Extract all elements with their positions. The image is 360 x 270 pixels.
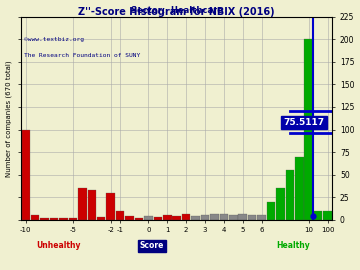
Text: Score: Score (140, 241, 164, 250)
Bar (229, 215, 238, 220)
Bar (31, 215, 40, 220)
Bar (59, 218, 68, 220)
Bar (295, 157, 303, 220)
Bar (323, 211, 332, 220)
Bar (40, 218, 49, 220)
Bar (276, 188, 285, 220)
Bar (267, 202, 275, 220)
Bar (116, 211, 124, 220)
Text: Healthy: Healthy (276, 241, 310, 250)
Bar (144, 216, 153, 220)
Bar (285, 170, 294, 220)
Text: The Research Foundation of SUNY: The Research Foundation of SUNY (24, 53, 140, 58)
Bar (172, 216, 181, 220)
Y-axis label: Number of companies (670 total): Number of companies (670 total) (5, 60, 12, 177)
Bar (191, 216, 200, 220)
Text: ©www.textbiz.org: ©www.textbiz.org (24, 37, 84, 42)
Bar (135, 218, 143, 220)
Text: 75.5117: 75.5117 (283, 118, 325, 127)
Bar (107, 193, 115, 220)
Bar (210, 214, 219, 220)
Bar (87, 190, 96, 220)
Bar (305, 39, 313, 220)
Bar (69, 218, 77, 220)
Bar (22, 130, 30, 220)
Bar (50, 218, 58, 220)
Bar (125, 216, 134, 220)
Bar (220, 214, 228, 220)
Title: Z''-Score Histogram for NBIX (2016): Z''-Score Histogram for NBIX (2016) (78, 7, 275, 17)
Bar (78, 188, 87, 220)
Bar (314, 211, 323, 220)
Bar (163, 215, 171, 220)
Bar (154, 217, 162, 220)
Text: Unhealthy: Unhealthy (37, 241, 81, 250)
Bar (182, 214, 190, 220)
Text: Sector:  Healthcare: Sector: Healthcare (131, 6, 223, 15)
Bar (248, 215, 256, 220)
Bar (97, 217, 105, 220)
Bar (238, 214, 247, 220)
Bar (201, 215, 209, 220)
Bar (257, 215, 266, 220)
